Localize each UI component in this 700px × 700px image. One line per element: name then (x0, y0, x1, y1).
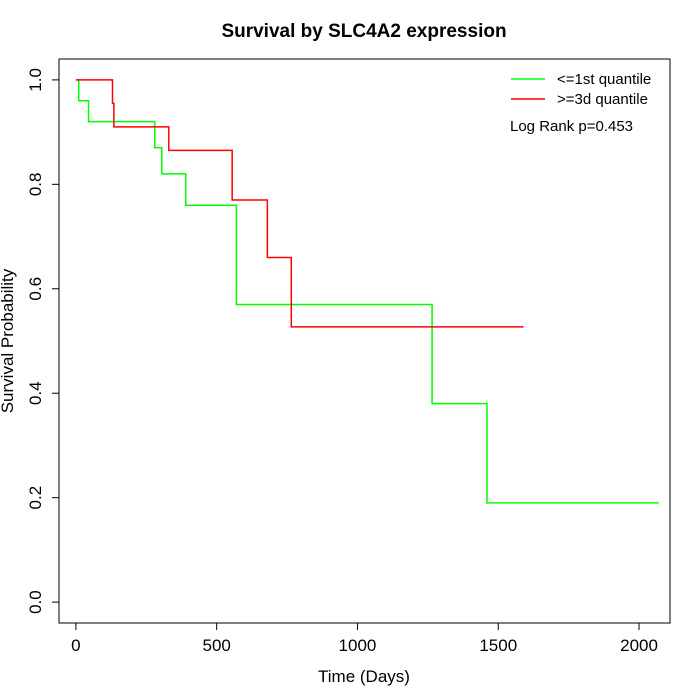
x-tick-label: 1000 (339, 636, 377, 655)
legend-label-low: <=1st quantile (557, 71, 651, 88)
y-tick-label: 0.4 (26, 381, 45, 405)
survival-curve-high (75, 79, 524, 328)
y-tick-label: 0.6 (26, 277, 45, 301)
series-layer (75, 79, 659, 504)
survival-curve-low (75, 79, 659, 504)
y-tick-label: 0.0 (26, 590, 45, 614)
x-tick-label: 500 (202, 636, 230, 655)
legend-label-high: >=3d quantile (557, 91, 648, 108)
y-axis-label: Survival Probability (0, 268, 17, 413)
chart-title: Survival by SLC4A2 expression (221, 21, 506, 42)
y-tick-label: 0.8 (26, 173, 45, 197)
y-tick-label: 1.0 (26, 68, 45, 92)
legend: <=1st quantile >=3d quantile (511, 71, 651, 108)
x-axis-label: Time (Days) (318, 667, 410, 686)
x-tick-label: 2000 (620, 636, 658, 655)
y-tick-label: 0.2 (26, 486, 45, 510)
y-axis: 0.0 0.2 0.4 0.6 0.8 1.0 (26, 68, 60, 614)
log-rank-annotation: Log Rank p=0.453 (510, 118, 633, 135)
x-axis: 0 500 1000 1500 2000 (71, 622, 658, 655)
x-tick-label: 0 (71, 636, 80, 655)
x-tick-label: 1500 (479, 636, 517, 655)
